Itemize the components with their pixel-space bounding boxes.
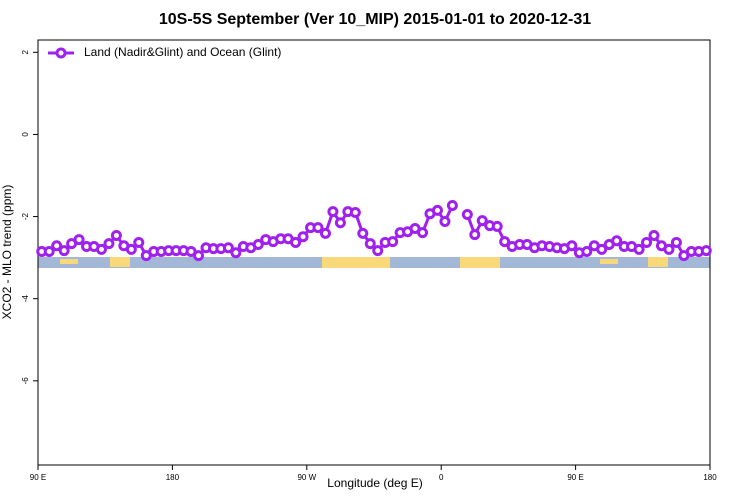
data-point — [611, 235, 623, 247]
data-point — [349, 206, 361, 218]
data-point — [230, 247, 242, 259]
data-point — [51, 240, 63, 252]
data-point — [491, 220, 503, 232]
data-point — [648, 229, 660, 241]
data-point — [670, 236, 682, 248]
data-point — [103, 238, 115, 250]
data-point — [387, 236, 399, 248]
data-point — [700, 245, 712, 257]
x-tick-label: 180 — [703, 473, 717, 482]
data-point — [596, 243, 608, 255]
data-point — [417, 227, 429, 239]
data-point — [663, 243, 675, 255]
map-strip — [38, 257, 710, 268]
data-point — [58, 245, 70, 257]
data-point — [222, 242, 234, 254]
data-point — [110, 229, 122, 241]
x-tick-label: 90 W — [297, 473, 316, 482]
y-tick-label: -6 — [21, 377, 30, 385]
data-point — [125, 243, 137, 255]
data-point — [95, 243, 107, 255]
data-point — [193, 250, 205, 262]
legend-marker — [55, 47, 67, 59]
data-point — [319, 227, 331, 239]
y-tick-label: 0 — [21, 132, 30, 137]
data-point — [372, 245, 384, 257]
x-tick-label: 180 — [166, 473, 180, 482]
x-axis-label: Longitude (deg E) — [327, 476, 422, 490]
data-point — [581, 245, 593, 257]
data-point — [566, 240, 578, 252]
data-point — [499, 236, 511, 248]
data-point — [327, 206, 339, 218]
y-tick-label: -2 — [21, 212, 30, 220]
data-point — [641, 236, 653, 248]
data-point — [290, 236, 302, 248]
chart-title: 10S-5S September (Ver 10_MIP) 2015-01-01… — [159, 11, 591, 28]
data-point — [364, 238, 376, 250]
data-point — [312, 222, 324, 234]
data-point — [461, 209, 473, 221]
data-point — [43, 245, 55, 257]
data-point — [633, 243, 645, 255]
data-point — [469, 229, 481, 241]
data-point — [431, 204, 443, 216]
data-point — [334, 217, 346, 229]
data-point — [357, 227, 369, 239]
data-point — [252, 238, 264, 250]
x-tick-label: 90 E — [567, 473, 583, 482]
data-point — [73, 234, 85, 246]
x-tick-label: 90 E — [30, 473, 46, 482]
data-point — [439, 215, 451, 227]
y-tick-label: 2 — [21, 50, 30, 55]
data-point — [446, 199, 458, 211]
y-tick-label: -4 — [21, 295, 30, 303]
y-axis-label: XCO2 - MLO trend (ppm) — [0, 185, 14, 320]
legend-label: Land (Nadir&Glint) and Ocean (Glint) — [84, 45, 281, 59]
x-tick-label: 0 — [439, 473, 444, 482]
data-point — [297, 231, 309, 243]
data-point — [133, 236, 145, 248]
data-point — [476, 215, 488, 227]
